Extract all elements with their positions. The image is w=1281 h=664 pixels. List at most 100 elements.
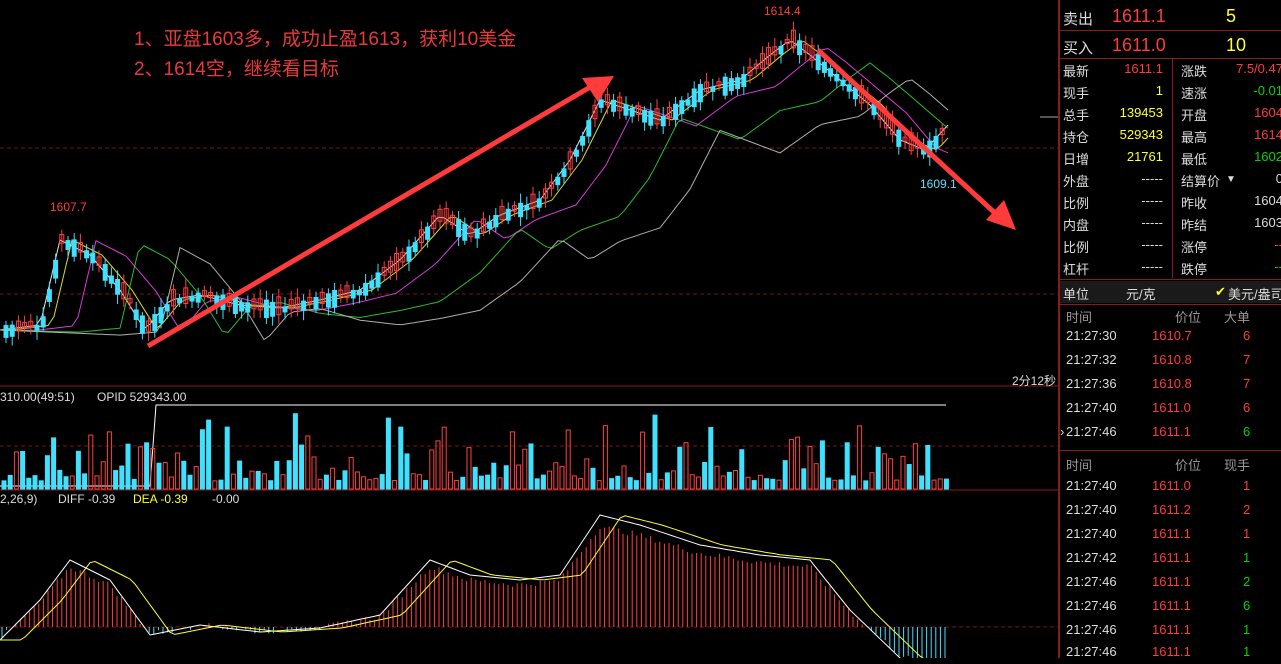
- volume-bar: [875, 446, 881, 490]
- volume-bar: [559, 465, 565, 490]
- volume-bar: [788, 439, 794, 490]
- candle-body: [772, 46, 778, 56]
- candle-body: [325, 293, 331, 308]
- stat-row: 内盘 ----- 昨结 1603: [1060, 212, 1281, 234]
- candle-body: [133, 309, 139, 320]
- volume-bar: [119, 465, 125, 490]
- unit-label: 单位: [1063, 287, 1090, 302]
- diff-label: DIFF -0.39: [58, 492, 116, 506]
- volume-bar: [776, 479, 782, 490]
- volume-bar: [888, 458, 894, 490]
- divider: [1060, 58, 1281, 59]
- stat-value: 529343: [1119, 127, 1163, 142]
- volume-bar: [881, 453, 887, 490]
- volume-bar: [919, 475, 925, 490]
- row-pointer-icon: ›: [1060, 424, 1065, 439]
- volume-bar: [311, 456, 317, 490]
- unit-option[interactable]: 美元/盎司: [1228, 287, 1281, 302]
- order-price: 1611.0: [1152, 400, 1191, 415]
- candle-body: [549, 181, 555, 189]
- buy-row[interactable]: 买入 1611.0 10: [1060, 31, 1281, 59]
- candle-body: [208, 292, 214, 299]
- tick-qty: 1: [1243, 526, 1251, 541]
- candle-body: [59, 234, 65, 244]
- order-qty: 7: [1243, 352, 1251, 367]
- buy-price: 1611.0: [1112, 35, 1166, 55]
- macd-params[interactable]: 2,26,9): [0, 492, 38, 506]
- candle-body: [487, 221, 493, 229]
- candle-body: [344, 285, 350, 299]
- volume-bar: [286, 460, 292, 490]
- sell-row[interactable]: 卖出 1611.1 5: [1060, 2, 1281, 30]
- candle-body: [245, 302, 251, 313]
- candle-body: [270, 301, 276, 317]
- volume-bar: [943, 478, 949, 490]
- candle-body: [369, 280, 375, 289]
- candle-body: [301, 300, 307, 311]
- big-order-row: › 21:27:46 1611.1 6: [1060, 420, 1281, 444]
- candle-body: [939, 127, 945, 136]
- volume-bar: [373, 477, 379, 490]
- trend-arrow-up: [146, 83, 594, 349]
- candle-body: [406, 246, 412, 262]
- candle-body: [40, 316, 46, 328]
- volume-bar: [131, 478, 137, 490]
- candlestick-chart[interactable]: [0, 0, 1058, 658]
- volume-bar: [925, 444, 931, 490]
- volume-bar: [63, 476, 69, 490]
- volume-bar: [640, 431, 646, 490]
- candle-body: [425, 226, 431, 240]
- tick-time: 21:27:46: [1066, 574, 1117, 589]
- divider: [1060, 304, 1281, 305]
- stat-label: 涨停: [1181, 240, 1208, 255]
- volume-bar: [385, 417, 391, 490]
- big-order-row: 21:27:30 1610.7 6: [1060, 324, 1281, 348]
- volume-bar: [51, 437, 57, 490]
- stat-value: 21761: [1126, 149, 1163, 164]
- unit-value[interactable]: 元/克: [1126, 287, 1156, 302]
- volume-bar: [702, 461, 708, 490]
- volume-bar: [819, 440, 825, 490]
- volume-bar: [125, 443, 131, 490]
- stat-label: 结算价: [1181, 174, 1221, 189]
- volume-bar: [150, 448, 156, 490]
- candle-body: [573, 149, 579, 157]
- volume-bar: [206, 419, 212, 490]
- order-time: 21:27:32: [1066, 352, 1117, 367]
- volume-bar: [516, 464, 522, 490]
- volume-bar: [299, 444, 305, 490]
- volume-bar: [292, 413, 298, 490]
- candle-body: [449, 214, 455, 226]
- stat-label: 开盘: [1181, 108, 1208, 123]
- candle-body: [666, 107, 672, 118]
- stat-row: 最新 1611.1 涨跌 7.5/0.47: [1060, 58, 1281, 80]
- candle-body: [381, 266, 387, 276]
- volume-bar: [268, 480, 274, 490]
- tick-time: 21:27:40: [1066, 502, 1117, 517]
- column-header: 时间: [1066, 458, 1093, 473]
- order-price: 1611.1: [1152, 424, 1191, 439]
- candle-body: [741, 74, 747, 87]
- volume-bar: [26, 477, 32, 490]
- volume-bar: [522, 448, 528, 490]
- tick-qty: 1: [1243, 478, 1251, 493]
- candle-body: [474, 228, 480, 239]
- candle-body: [617, 96, 623, 112]
- candle-body: [580, 136, 586, 146]
- annotation-line-2: 2、1614空，继续看目标: [134, 59, 339, 80]
- tick-qty: 1: [1243, 644, 1251, 659]
- stat-value: -----: [1141, 215, 1163, 230]
- volume-bar: [602, 425, 608, 490]
- volume-bar: [336, 479, 342, 490]
- candle-body: [654, 108, 660, 125]
- volume-bar: [733, 470, 739, 490]
- order-time: 21:27:30: [1066, 328, 1117, 343]
- stat-label: 昨收: [1181, 196, 1208, 211]
- unit-row: 单位 元/克 ✔ 美元/盎司: [1060, 281, 1281, 303]
- chevron-down-icon[interactable]: ▼: [1226, 174, 1236, 185]
- candle-body: [443, 208, 449, 224]
- candle-body: [815, 54, 821, 71]
- volume-bar: [20, 450, 26, 490]
- volume-bar: [224, 426, 230, 490]
- volume-bar: [94, 475, 100, 490]
